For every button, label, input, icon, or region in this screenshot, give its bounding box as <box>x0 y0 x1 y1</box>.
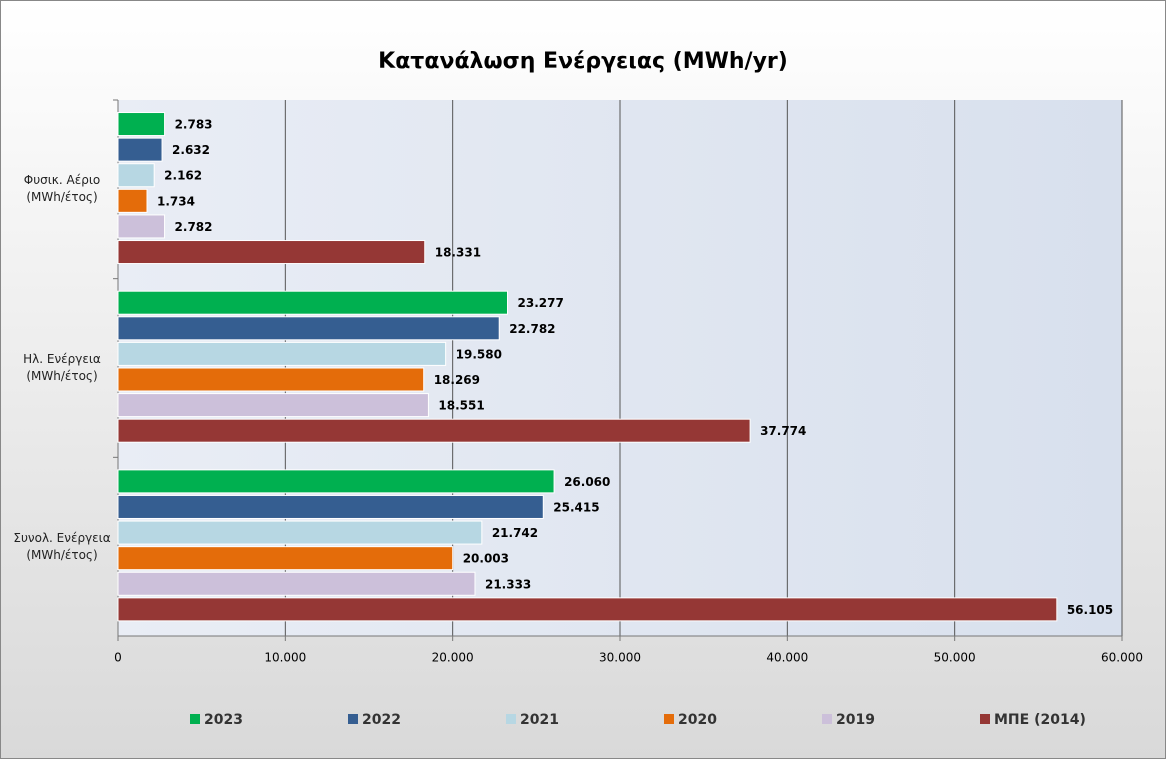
x-tick-label: 60.000 <box>1101 651 1143 665</box>
data-label: 2.162 <box>164 169 202 183</box>
bar <box>117 240 426 265</box>
data-label: 25.415 <box>553 500 599 514</box>
bar <box>117 367 425 392</box>
data-label: 1.734 <box>157 194 195 208</box>
data-label: 18.331 <box>435 246 481 260</box>
legend-swatch <box>506 714 516 724</box>
data-label: 26.060 <box>564 475 610 489</box>
data-label: 2.783 <box>175 118 213 132</box>
data-label: 56.105 <box>1067 603 1113 617</box>
data-label: 2.782 <box>175 220 213 234</box>
data-label: 22.782 <box>509 322 555 336</box>
x-tick-label: 50.000 <box>934 651 976 665</box>
x-tick-label: 20.000 <box>432 651 474 665</box>
legend-swatch <box>190 714 200 724</box>
bar <box>117 469 555 494</box>
bar <box>117 571 476 596</box>
x-tick-label: 0 <box>114 651 122 665</box>
bar <box>117 214 166 239</box>
x-tick-label: 40.000 <box>766 651 808 665</box>
legend-label: 2021 <box>520 712 559 728</box>
bar <box>117 290 509 315</box>
x-tick-label: 10.000 <box>264 651 306 665</box>
data-label: 21.333 <box>485 577 531 591</box>
legend-swatch <box>822 714 832 724</box>
bar <box>117 597 1058 622</box>
legend-swatch <box>664 714 674 724</box>
bar <box>117 137 163 162</box>
legend-label: ΜΠΕ (2014) <box>994 712 1086 728</box>
legend-swatch <box>980 714 990 724</box>
data-label: 18.269 <box>434 373 480 387</box>
data-label: 21.742 <box>492 526 538 540</box>
y-tick-label: Ηλ. Ενέργεια (MWh/έτος) <box>23 352 101 383</box>
data-label: 37.774 <box>760 424 806 438</box>
legend-label: 2020 <box>678 712 717 728</box>
bar <box>117 316 500 341</box>
y-tick-label: Συνολ. Ενέργεια (MWh/έτος) <box>13 530 111 562</box>
bar <box>117 546 454 571</box>
bar <box>117 418 751 443</box>
bar <box>117 393 429 418</box>
chart-title: Κατανάλωση Ενέργειας (MWh/yr) <box>378 49 788 74</box>
legend-label: 2023 <box>204 712 243 728</box>
x-tick-label: 30.000 <box>599 651 641 665</box>
data-label: 19.580 <box>456 347 502 361</box>
legend-label: 2019 <box>836 712 875 728</box>
legend-label: 2022 <box>362 712 401 728</box>
bar <box>117 112 166 137</box>
bar <box>117 341 447 366</box>
bar <box>117 188 148 213</box>
data-label: 18.551 <box>438 399 484 413</box>
legend-swatch <box>348 714 358 724</box>
y-tick-label: Φυσικ. Αέριο (MWh/έτος) <box>23 173 101 205</box>
data-label: 2.632 <box>172 143 210 157</box>
bar <box>117 163 155 188</box>
bar <box>117 494 544 519</box>
bar <box>117 520 483 545</box>
data-label: 23.277 <box>518 296 564 310</box>
data-label: 20.003 <box>463 552 509 566</box>
